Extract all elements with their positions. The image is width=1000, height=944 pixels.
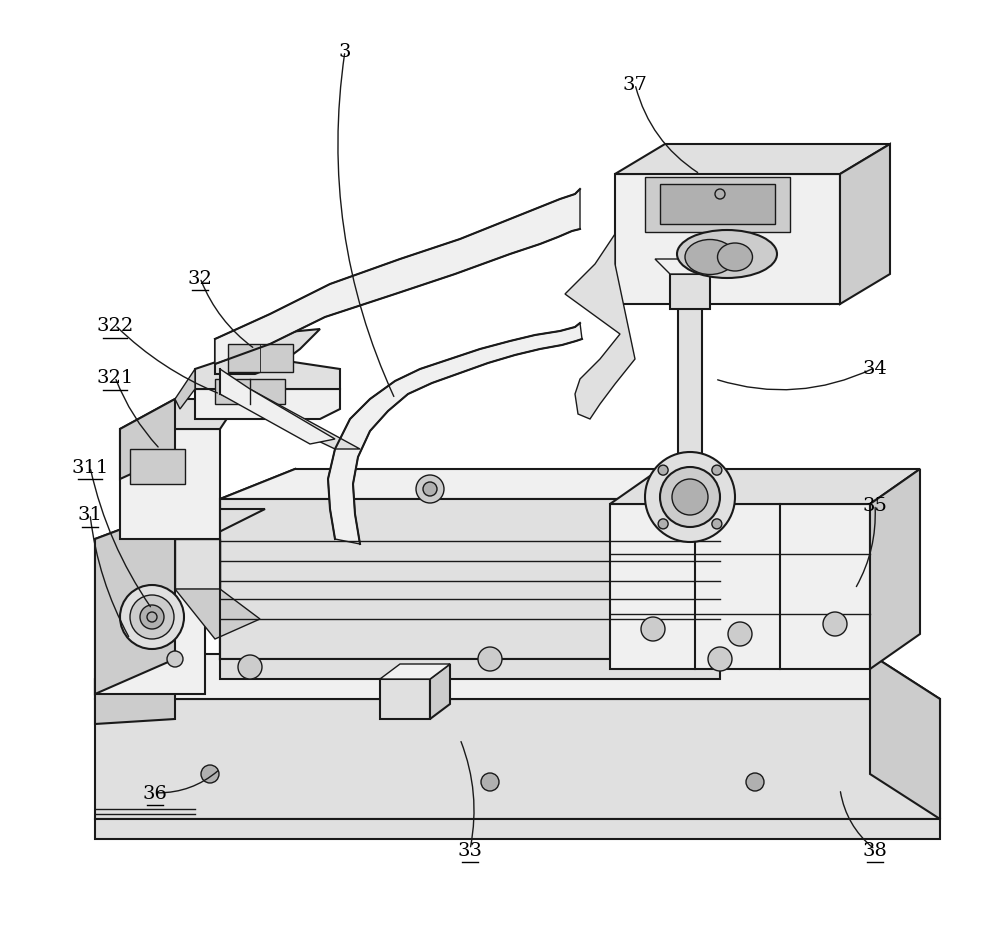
Ellipse shape — [718, 244, 753, 272]
Text: 32: 32 — [188, 269, 212, 288]
Polygon shape — [220, 390, 360, 449]
Polygon shape — [610, 469, 920, 504]
Polygon shape — [678, 255, 702, 497]
Circle shape — [416, 476, 444, 503]
Circle shape — [147, 613, 157, 622]
Polygon shape — [870, 654, 940, 819]
Polygon shape — [195, 390, 340, 419]
Polygon shape — [840, 144, 890, 305]
Polygon shape — [695, 260, 730, 275]
Text: 38: 38 — [863, 840, 887, 859]
Polygon shape — [95, 680, 940, 700]
Text: 33: 33 — [458, 840, 483, 859]
Polygon shape — [380, 665, 450, 680]
Polygon shape — [215, 190, 580, 364]
Bar — [660, 185, 775, 225]
Circle shape — [658, 465, 668, 476]
Polygon shape — [220, 469, 720, 499]
Circle shape — [672, 480, 708, 515]
Polygon shape — [175, 539, 220, 589]
Circle shape — [481, 773, 499, 791]
Circle shape — [120, 585, 184, 649]
Polygon shape — [610, 504, 870, 669]
Circle shape — [238, 655, 262, 680]
Polygon shape — [175, 589, 260, 639]
Circle shape — [712, 465, 722, 476]
Text: 322: 322 — [96, 316, 134, 335]
Circle shape — [708, 648, 732, 671]
Ellipse shape — [677, 230, 777, 278]
Polygon shape — [220, 499, 720, 659]
Circle shape — [641, 617, 665, 641]
Polygon shape — [670, 275, 710, 310]
Circle shape — [140, 605, 164, 630]
Polygon shape — [655, 260, 710, 275]
Text: 35: 35 — [863, 496, 887, 514]
Polygon shape — [95, 819, 940, 839]
Polygon shape — [220, 469, 295, 659]
Polygon shape — [380, 680, 430, 719]
Polygon shape — [220, 659, 720, 680]
Bar — [215, 379, 285, 405]
Polygon shape — [95, 654, 175, 724]
Polygon shape — [195, 355, 340, 390]
Circle shape — [423, 482, 437, 497]
Polygon shape — [430, 665, 450, 719]
Polygon shape — [220, 370, 335, 445]
Polygon shape — [175, 370, 195, 410]
Circle shape — [660, 467, 720, 528]
Circle shape — [746, 773, 764, 791]
Polygon shape — [120, 430, 220, 539]
Polygon shape — [120, 399, 175, 480]
Circle shape — [478, 648, 502, 671]
Polygon shape — [670, 255, 710, 275]
Bar — [228, 345, 293, 373]
Text: 34: 34 — [863, 359, 887, 378]
Circle shape — [715, 190, 725, 200]
Bar — [645, 177, 790, 233]
Polygon shape — [870, 469, 920, 669]
Text: 31: 31 — [78, 505, 102, 524]
Polygon shape — [95, 510, 265, 539]
Circle shape — [130, 596, 174, 639]
Text: 3: 3 — [339, 42, 351, 61]
Circle shape — [167, 651, 183, 667]
Circle shape — [645, 452, 735, 543]
Circle shape — [201, 766, 219, 784]
Bar — [130, 449, 185, 484]
Text: 36: 36 — [143, 784, 167, 802]
Ellipse shape — [685, 240, 735, 276]
Polygon shape — [95, 654, 940, 700]
Polygon shape — [700, 469, 720, 659]
Circle shape — [658, 519, 668, 530]
Polygon shape — [328, 324, 582, 545]
Polygon shape — [120, 399, 240, 430]
Polygon shape — [215, 329, 320, 375]
Polygon shape — [615, 144, 890, 175]
Text: 321: 321 — [96, 368, 134, 387]
Circle shape — [728, 622, 752, 647]
Circle shape — [712, 519, 722, 530]
Polygon shape — [95, 700, 940, 819]
Polygon shape — [95, 510, 175, 694]
Polygon shape — [615, 175, 840, 305]
Circle shape — [823, 613, 847, 636]
Polygon shape — [565, 235, 635, 419]
Polygon shape — [95, 539, 205, 694]
Text: 311: 311 — [71, 458, 109, 477]
Text: 37: 37 — [623, 76, 647, 94]
